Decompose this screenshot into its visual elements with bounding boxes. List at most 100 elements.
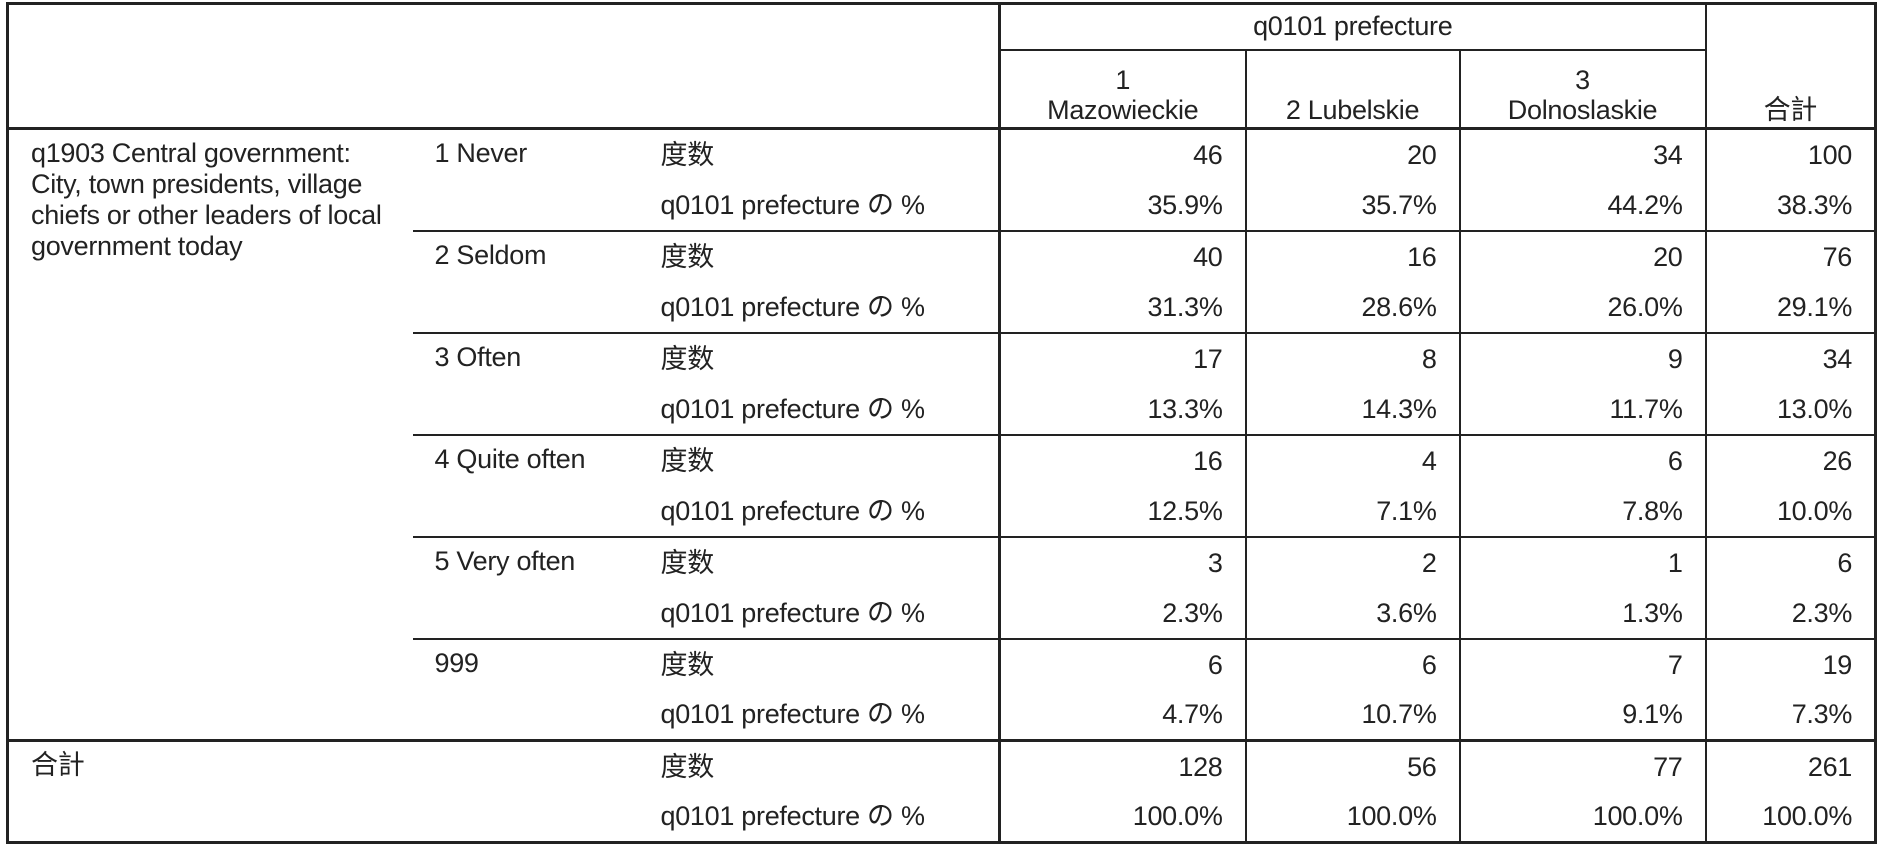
stat-label: 度数 <box>638 637 1000 690</box>
stat-label: q0101 prefecture の % <box>660 801 925 832</box>
cell: 7.8% <box>1458 485 1706 537</box>
group-label: 4 Quite often <box>412 433 639 537</box>
data-row: 4 Quite often 度数 16 4 6 26 <box>8 433 1876 537</box>
data-row: q0101 prefecture の % 12.5% 7.1% 7.8% 10.0% <box>8 485 1876 537</box>
cell: 12.5% <box>998 485 1246 537</box>
cell: 20 <box>1244 128 1460 180</box>
data-row: q0101 prefecture の % 31.3% 28.6% 26.0% 29.1% <box>8 281 1876 333</box>
cell: 9 <box>1458 331 1706 384</box>
cell: 6 <box>1458 433 1706 486</box>
stat-label: q0101 prefecture の % <box>660 597 925 628</box>
cell: 44.2% <box>1458 179 1706 231</box>
column-header: 2 Lubelskie <box>1244 49 1460 130</box>
data-row: q0101 prefecture の % 13.3% 14.3% 11.7% 13.0% <box>8 383 1876 435</box>
column-header: 3 Dolnoslaskie <box>1458 49 1706 130</box>
cell: 7.3% <box>1704 689 1876 741</box>
stat-label: q0101 prefecture の % <box>660 291 925 322</box>
cell: 35.9% <box>998 179 1246 231</box>
cell: 1.3% <box>1458 587 1706 639</box>
stat-label: q0101 prefecture の % <box>660 495 925 526</box>
cell: 10.7% <box>1244 689 1460 741</box>
column-header: 合計 <box>1704 3 1876 130</box>
cell: 100 <box>1704 128 1876 180</box>
group-label: 1 Never <box>434 138 528 168</box>
cell: 2.3% <box>998 587 1246 639</box>
total-label: 合計 <box>7 739 639 843</box>
cell: 10.0% <box>1704 485 1876 537</box>
cell: 17 <box>998 331 1246 384</box>
cell: 11.7% <box>1458 383 1706 435</box>
header-line: Dolnoslaskie <box>1507 95 1658 125</box>
stat-label: q0101 prefecture の % <box>660 393 925 424</box>
group-label: 999 <box>412 637 639 741</box>
group-label: 2 Seldom <box>412 229 639 333</box>
cell: 3.6% <box>1244 587 1460 639</box>
cell: 13.3% <box>998 383 1246 435</box>
data-row: 3 Often 度数 17 8 9 34 <box>8 331 1876 435</box>
cell: 77 <box>1458 739 1706 792</box>
header-line: 2 Lubelskie <box>1285 95 1420 125</box>
total-row: 合計 度数 128 56 77 261 <box>7 739 1876 843</box>
column-header: 1 Mazowieckie <box>998 49 1246 130</box>
column-group: q0101 prefecture <box>998 3 1706 51</box>
cell: 100.0% <box>1458 791 1706 843</box>
row-variable: q1903 Central government: City, town pre… <box>31 138 382 261</box>
cell: 35.7% <box>1244 179 1460 231</box>
cell: 128 <box>998 739 1246 792</box>
cell: 38.3% <box>1704 179 1876 231</box>
cell: 76 <box>1704 229 1876 282</box>
group-label: 5 Very often <box>412 535 639 639</box>
cell: 26.0% <box>1458 281 1706 333</box>
header-row: 1 Mazowieckie 2 Lubelskie 3 Dolnoslaskie <box>8 49 1876 130</box>
cell: 100.0% <box>998 791 1246 843</box>
cell: 100.0% <box>1704 791 1876 843</box>
data-row: 5 Very often 度数 3 2 1 6 <box>8 535 1876 639</box>
corner <box>7 3 1000 130</box>
stat-label: q0101 prefecture の % <box>660 189 925 220</box>
cell: 13.0% <box>1704 383 1876 435</box>
stat-label: 度数 <box>638 535 1000 588</box>
cell: 261 <box>1704 739 1876 792</box>
cell: 7 <box>1458 637 1706 690</box>
cell: 7.1% <box>1244 485 1460 537</box>
cell: 16 <box>1244 229 1460 282</box>
cell: 26 <box>1704 433 1876 486</box>
cell: 8 <box>1244 331 1460 384</box>
cell: 34 <box>1458 128 1706 180</box>
header-line: 合計 <box>1763 95 1818 125</box>
cell: 46 <box>998 128 1246 180</box>
header-line: 1 <box>1115 65 1131 95</box>
cell: 4.7% <box>998 689 1246 741</box>
stat-label: 度数 <box>638 229 1000 282</box>
cell: 2.3% <box>1704 587 1876 639</box>
stat-label: 度数 <box>638 331 1000 384</box>
header-row: q0101 prefecture 合計 <box>7 3 1876 130</box>
cell: 6 <box>1244 637 1460 690</box>
cell: 9.1% <box>1458 689 1706 741</box>
cell: 100.0% <box>1244 791 1460 843</box>
cell: 16 <box>998 433 1246 486</box>
cell: 2 <box>1244 535 1460 588</box>
cell: 20 <box>1458 229 1706 282</box>
stat-label: 度数 <box>660 139 715 170</box>
cell: 14.3% <box>1244 383 1460 435</box>
data-row: q0101 prefecture の % 4.7% 10.7% 9.1% 7.3% <box>8 689 1876 741</box>
cell: 28.6% <box>1244 281 1460 333</box>
header-line: Mazowieckie <box>1047 95 1199 125</box>
cell: 6 <box>1704 535 1876 588</box>
cell: 40 <box>998 229 1246 282</box>
data-row: q0101 prefecture の % 35.9% 35.7% 44.2% 38.3% <box>8 179 1876 231</box>
cell: 6 <box>998 637 1246 690</box>
data-row: q1903 Central government: City, town pre… <box>8 128 1876 261</box>
cell: 34 <box>1704 331 1876 384</box>
cell: 4 <box>1244 433 1460 486</box>
cell: 3 <box>998 535 1246 588</box>
data-row: 999 度数 6 6 7 19 <box>8 637 1876 741</box>
data-row: 2 Seldom 度数 40 16 20 76 <box>8 229 1876 333</box>
stat-label: q0101 prefecture の % <box>660 699 925 730</box>
stat-label: 度数 <box>638 739 1000 792</box>
group-label: 3 Often <box>412 331 639 435</box>
data-row: q0101 prefecture の % 2.3% 3.6% 1.3% 2.3% <box>8 587 1876 639</box>
cell: 19 <box>1704 637 1876 690</box>
